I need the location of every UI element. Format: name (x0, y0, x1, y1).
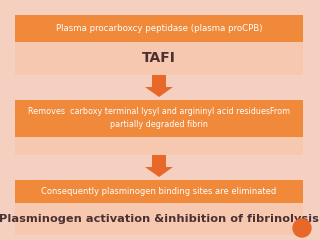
FancyArrow shape (145, 155, 173, 177)
FancyBboxPatch shape (15, 137, 303, 155)
FancyBboxPatch shape (15, 180, 303, 203)
FancyBboxPatch shape (15, 15, 303, 42)
Text: Plasma procarboxcy peptidase (plasma proCPB): Plasma procarboxcy peptidase (plasma pro… (56, 24, 262, 33)
Text: TAFI: TAFI (142, 51, 176, 65)
Text: Removes  carboxy terminal lysyl and argininyl acid residuesFrom
partially degrad: Removes carboxy terminal lysyl and argin… (28, 107, 290, 129)
FancyBboxPatch shape (15, 100, 303, 137)
Text: Consequently plasminogen binding sites are eliminated: Consequently plasminogen binding sites a… (41, 186, 276, 196)
Text: Plasminogen activation &inhibition of fibrinolysis: Plasminogen activation &inhibition of fi… (0, 214, 319, 224)
FancyBboxPatch shape (15, 42, 303, 75)
FancyArrow shape (145, 75, 173, 97)
Circle shape (293, 219, 311, 237)
FancyBboxPatch shape (15, 203, 303, 235)
